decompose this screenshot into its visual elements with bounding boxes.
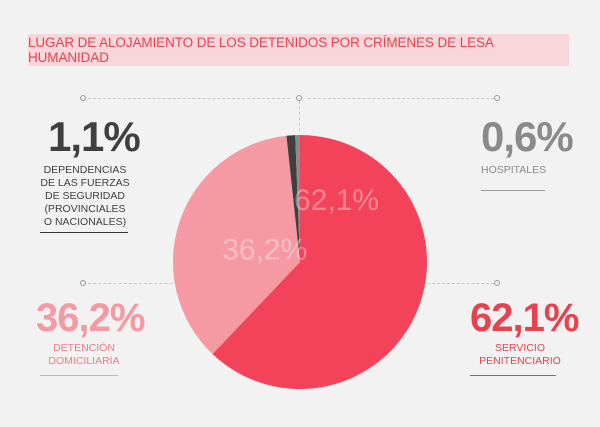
slice-detencion-domiciliaria — [173, 135, 300, 355]
fuerzas-percentage: 1,1% — [48, 113, 141, 160]
connector-line-left — [88, 98, 290, 99]
connector-dot-center — [296, 95, 302, 101]
servicio-rule — [470, 375, 556, 376]
slice-fuerzas-seguridad — [286, 135, 300, 262]
domiciliaria-label: DETENCIÓN DOMICILIARIA — [48, 342, 120, 367]
fuerzas-label: DEPENDENCIAS DE LAS FUERZAS DE SEGURIDAD… — [40, 164, 130, 228]
domiciliaria-percentage: 36,2% — [36, 296, 145, 340]
connector-dot-right — [494, 95, 500, 101]
hospitales-percentage: 0,6% — [481, 113, 574, 160]
fuerzas-rule — [40, 232, 128, 233]
chart-title: LUGAR DE ALOJAMIENTO DE LOS DETENIDOS PO… — [28, 34, 569, 66]
connector-line-lower-left — [88, 283, 198, 284]
connector-stem-center — [299, 101, 300, 131]
slice-label-servicio: 62,1% — [294, 184, 379, 217]
slice-servicio-penitenciario — [212, 135, 427, 389]
chart-title-text: LUGAR DE ALOJAMIENTO DE LOS DETENIDOS PO… — [28, 35, 494, 65]
connector-dot-left — [80, 95, 86, 101]
connector-line-right — [308, 98, 494, 99]
slice-hospitales — [295, 135, 300, 262]
slice-label-domiciliaria: 36,2% — [222, 233, 307, 266]
connector-dot-lower-left — [80, 280, 86, 286]
pie-chart: 62,1% 36,2% — [173, 135, 427, 389]
servicio-percentage: 62,1% — [470, 296, 579, 340]
hospitales-rule — [481, 190, 545, 191]
connector-line-lower-right — [398, 283, 494, 284]
hospitales-label: HOSPITALES — [481, 164, 547, 176]
domiciliaria-rule — [40, 375, 118, 376]
connector-dot-lower-right — [494, 280, 500, 286]
servicio-label: SERVICIO PENITENCIARIO — [479, 342, 561, 367]
